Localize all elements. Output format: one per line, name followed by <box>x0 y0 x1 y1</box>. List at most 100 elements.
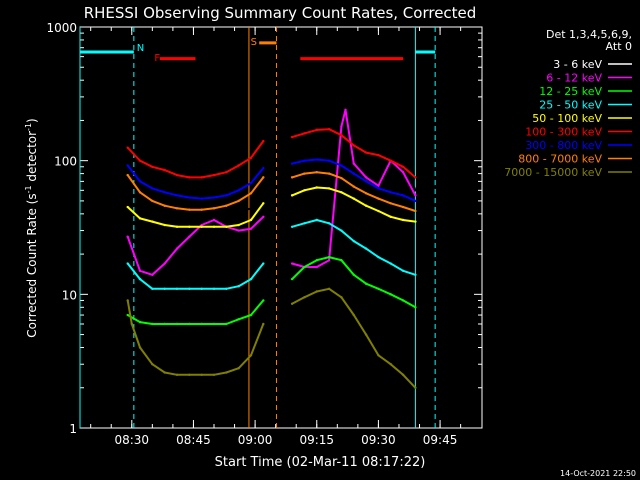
series-point-4 <box>237 223 240 227</box>
annotation-letter-s: S <box>251 37 257 48</box>
series-point-7 <box>352 185 355 188</box>
series-point-3 <box>377 255 380 259</box>
legend-entry-label: 300 - 800 keV <box>525 139 602 152</box>
series-point-8 <box>364 333 368 336</box>
y-axis-label-end: ) <box>25 118 39 123</box>
series-point-5 <box>290 135 294 139</box>
series-point-2 <box>200 322 203 326</box>
series-point-3 <box>163 287 166 291</box>
y-axis-label-main: Corrected Count Rate (s <box>25 193 39 337</box>
series-point-6 <box>163 191 166 194</box>
series-point-2 <box>401 299 405 302</box>
series-point-0 <box>401 159 405 162</box>
series-point-7 <box>290 176 294 179</box>
series-point-7 <box>225 204 228 207</box>
series-point-8 <box>377 354 380 357</box>
series-point-0 <box>175 229 179 232</box>
series-point-1 <box>352 162 355 165</box>
series-point-7 <box>401 205 405 209</box>
series-point-4 <box>327 187 331 190</box>
y-tick-label: 100 <box>54 155 77 169</box>
series-point-0 <box>200 215 203 219</box>
series-point-2 <box>212 322 216 326</box>
series-point-4 <box>303 189 306 192</box>
series-point-5 <box>377 153 380 157</box>
series-point-6 <box>249 181 253 185</box>
series-point-0 <box>212 212 216 216</box>
x-tick-label: 09:00 <box>238 433 273 447</box>
series-point-3 <box>327 222 331 225</box>
series-point-4 <box>401 218 405 222</box>
series-point-6 <box>290 162 294 165</box>
series-point-5 <box>401 165 405 168</box>
x-tick-label: 08:30 <box>114 433 149 447</box>
y-tick-label: 10 <box>62 288 77 302</box>
legend-entry-label: 12 - 25 keV <box>539 85 602 98</box>
series-point-7 <box>212 207 216 210</box>
series-point-1 <box>212 218 216 222</box>
series-point-8 <box>188 373 191 377</box>
series-point-8 <box>126 299 129 302</box>
series-point-3 <box>401 269 405 272</box>
series-point-4 <box>212 225 216 229</box>
series-point-7 <box>151 199 154 203</box>
series-point-4 <box>262 202 265 205</box>
series-point-1 <box>200 223 203 227</box>
series-point-8 <box>163 371 166 374</box>
series-point-2 <box>262 299 265 302</box>
series-point-1 <box>126 235 129 238</box>
series-point-7 <box>163 204 166 207</box>
series-point-1 <box>327 259 331 262</box>
series-point-7 <box>175 207 179 210</box>
series-point-7 <box>262 176 265 179</box>
series-point-0 <box>188 222 191 225</box>
legend-entry-label: 7000 - 15000 keV <box>504 166 602 179</box>
series-point-8 <box>262 322 265 326</box>
series-point-0 <box>414 189 417 192</box>
series-point-3 <box>262 262 265 265</box>
series-point-2 <box>126 313 129 317</box>
series-point-2 <box>389 293 392 296</box>
series-point-4 <box>352 197 355 200</box>
series-point-2 <box>138 320 142 324</box>
series-point-0 <box>290 189 294 192</box>
series-point-1 <box>377 184 380 187</box>
legend-entry-label: 3 - 6 keV <box>553 58 602 71</box>
y-tick-label: 1000 <box>46 21 77 35</box>
series-point-7 <box>303 172 306 175</box>
series-point-4 <box>389 215 392 219</box>
series-point-6 <box>303 159 306 162</box>
series-point-6 <box>315 158 318 161</box>
series-point-1 <box>290 262 294 265</box>
series-point-2 <box>225 322 228 326</box>
series-point-7 <box>389 202 392 205</box>
series-point-1 <box>414 194 417 197</box>
series-point-4 <box>188 225 191 229</box>
series-point-8 <box>401 373 405 377</box>
series-point-4 <box>249 218 253 222</box>
series-point-8 <box>303 296 306 299</box>
series-point-2 <box>163 322 166 326</box>
series-point-1 <box>340 125 343 128</box>
series-point-3 <box>389 262 392 265</box>
annotation-letter-n: N <box>137 43 144 54</box>
series-point-2 <box>414 306 417 309</box>
series-point-6 <box>262 166 265 170</box>
series-point-4 <box>414 220 417 223</box>
series-point-0 <box>126 229 129 232</box>
series-point-6 <box>151 187 154 190</box>
series-point-3 <box>151 287 154 291</box>
series-point-6 <box>401 194 405 197</box>
series-point-6 <box>414 199 417 203</box>
series-point-5 <box>249 156 253 160</box>
series-point-0 <box>151 247 154 250</box>
series-point-8 <box>237 367 240 370</box>
series-point-4 <box>340 191 343 194</box>
series-point-3 <box>303 222 306 225</box>
series-point-4 <box>163 223 166 227</box>
series-point-6 <box>175 194 179 197</box>
series-point-1 <box>151 273 154 277</box>
series-point-2 <box>327 255 331 259</box>
